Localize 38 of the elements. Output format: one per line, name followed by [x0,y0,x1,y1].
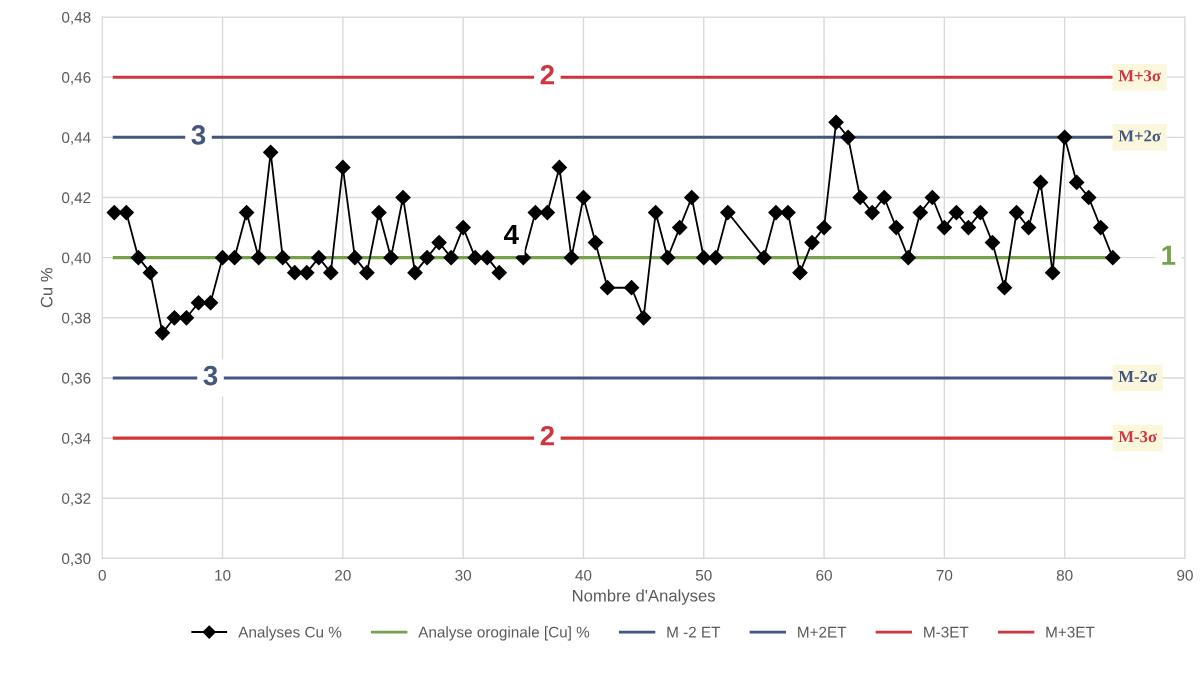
y-tick-label: 0,46 [62,72,91,85]
y-tick-label: 0,32 [62,493,91,506]
x-tick-label: 40 [575,569,592,581]
x-tick-label: 20 [335,569,351,581]
x-tick-label: 70 [936,569,953,581]
x-axis-title: Nombre d'Analyses [572,589,715,605]
legend-label: M+2ET [798,626,847,638]
annotation: 4 [503,224,519,244]
annotation: 3 [203,365,218,386]
annotation: M+3σ [1118,70,1161,82]
annotation: M-3σ [1118,431,1157,443]
legend-label: Analyses Cu % [238,626,342,641]
y-tick-label: 0,42 [62,192,91,205]
y-axis-title: Cu % [40,267,53,308]
legend-label: M+3ET [1046,626,1095,638]
annotation: M-2σ [1118,370,1157,383]
y-tick-label: 0,38 [62,312,91,326]
annotation: 3 [191,125,206,145]
annotation: 1 [1162,245,1176,265]
legend-label: Analyse oroginale [Cu] % [418,626,590,641]
x-tick-label: 80 [1056,569,1073,581]
x-tick-label: 30 [455,569,472,581]
y-tick-label: 0,36 [62,372,91,386]
x-tick-label: 0 [98,569,106,581]
annotation: M+2σ [1118,130,1161,142]
y-tick-label: 0,48 [62,11,91,25]
legend-label: M-3ET [924,626,969,638]
x-tick-label: 10 [215,569,231,581]
annotation: 2 [540,425,554,446]
x-tick-label: 60 [816,569,832,581]
annotation: 2 [540,64,554,85]
y-tick-label: 0,40 [62,252,91,266]
legend-label: M -2 ET [667,626,721,638]
y-tick-label: 0,30 [62,553,91,566]
y-tick-label: 0,44 [62,132,91,145]
x-tick-label: 50 [695,569,712,581]
y-tick-label: 0,34 [62,432,91,446]
x-tick-label: 90 [1177,569,1193,581]
